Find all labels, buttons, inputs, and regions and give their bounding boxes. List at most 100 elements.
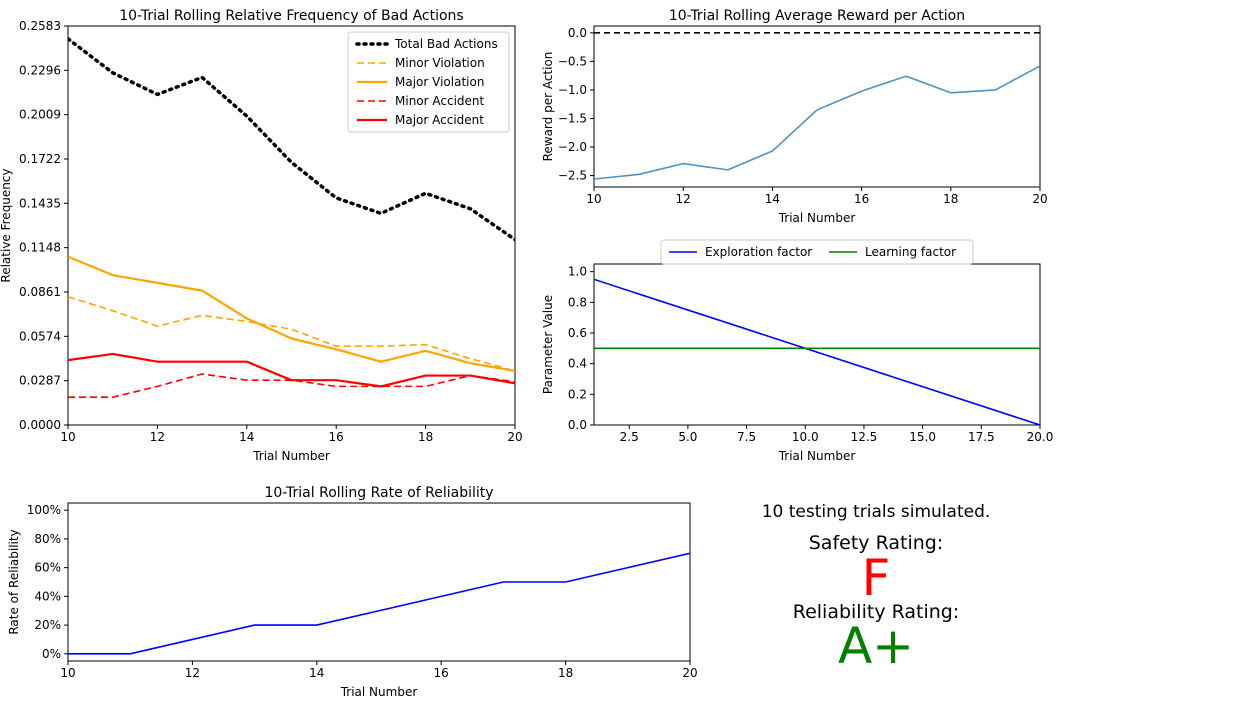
- chart-1: 10 12 14 16 18 20 0.0000 0.0287 0.0574 0.0861 0.11…: [0, 8, 523, 463]
- x-tick-label: 20: [507, 430, 522, 444]
- y-tick-label: −0.5: [558, 54, 587, 68]
- x-axis-label: Trial Number: [252, 449, 330, 463]
- safety-rating-label: Safety Rating:: [808, 532, 944, 554]
- y-tick-label: 0.0287: [19, 374, 61, 388]
- x-tick-label: 16: [434, 666, 449, 680]
- trials-simulated-text: 10 testing trials simulated.: [761, 502, 991, 522]
- plot-frame: [593, 263, 1041, 426]
- x-axis-label: Trial Number: [778, 211, 856, 225]
- chart-title: 10-Trial Rolling Average Reward per Acti…: [669, 8, 965, 24]
- y-tick-label: 0.2296: [19, 63, 61, 77]
- y-tick-label: 0.0861: [19, 285, 61, 299]
- legend-label: Major Accident: [395, 113, 484, 127]
- x-axis-label: Trial Number: [778, 449, 856, 463]
- x-axis-label: Trial Number: [340, 685, 418, 699]
- series-line-2: [68, 296, 515, 372]
- x-tick-label: 14: [239, 430, 254, 444]
- x-tick-label: 12: [185, 666, 200, 680]
- y-axis-label: Reward per Action: [541, 52, 555, 162]
- legend-label: Total Bad Actions: [394, 37, 498, 51]
- series-line-1: [68, 37, 515, 242]
- y-axis-label: Rate of Reliability: [7, 529, 21, 634]
- y-tick-label: 0.0: [568, 26, 587, 40]
- y-tick-label: 0.2009: [19, 108, 61, 122]
- legend-box: [660, 239, 974, 265]
- y-tick-label: −2.5: [558, 169, 587, 183]
- y-tick-label: 0.1435: [19, 196, 61, 210]
- y-tick-label: 20%: [34, 618, 61, 632]
- y-tick-label: 80%: [34, 532, 61, 546]
- plot-frame: [67, 502, 691, 662]
- chart-4: 10 12 14 16 18 20 0% 20% 40% 60% 80% 100% 10-Trial R…: [7, 485, 698, 699]
- reliability-rating-label: Reliability Rating:: [792, 601, 960, 623]
- legend-box: [347, 31, 510, 133]
- series-group: [594, 65, 1040, 180]
- y-tick-label: 0%: [42, 647, 61, 661]
- x-tick-label: 20: [1032, 192, 1047, 206]
- legend-label: Minor Accident: [395, 94, 485, 108]
- legend: Exploration factor Learning factor: [660, 239, 974, 265]
- y-axis-label: Relative Frequency: [0, 168, 13, 282]
- legend-label: Learning factor: [865, 245, 956, 259]
- x-tick-label: 18: [418, 430, 433, 444]
- y-tick-label: 0.2583: [19, 19, 61, 33]
- x-tick-label: 12: [150, 430, 165, 444]
- y-tick-label: 0.0: [568, 418, 587, 432]
- chart-2: 10 12 14 16 18 20 0.0 −0.5 −1.0 −1.5 −2.0 −2.5 10-Tr…: [541, 8, 1048, 225]
- x-tick-label: 2.5: [620, 430, 639, 444]
- series-line-4: [68, 373, 515, 399]
- safety-rating-grade: F: [861, 549, 891, 607]
- x-tick-label: 12.5: [851, 430, 878, 444]
- x-tick-label: 17.5: [968, 430, 995, 444]
- y-tick-label: −1.0: [558, 83, 587, 97]
- y-tick-label: 0.6: [568, 326, 587, 340]
- series-line-1: [68, 552, 690, 655]
- legend-label: Exploration factor: [705, 245, 812, 259]
- y-tick-label: 100%: [27, 503, 61, 517]
- series-group: [68, 37, 515, 399]
- y-tick-label: 0.1148: [19, 241, 61, 255]
- y-tick-label: 0.0574: [19, 329, 61, 343]
- x-tick-label: 20: [682, 666, 697, 680]
- x-tick-label: 5.0: [678, 430, 697, 444]
- series-group: [594, 278, 1040, 425]
- y-tick-label: 0.1722: [19, 152, 61, 166]
- x-tick-label: 10: [60, 666, 75, 680]
- legend-label: Major Violation: [395, 75, 484, 89]
- reliability-rating-grade: A+: [837, 617, 915, 675]
- y-tick-label: 0.2: [568, 387, 587, 401]
- legend: Total Bad Actions Minor Violation Major Vi…: [347, 31, 510, 133]
- plot-frame: [67, 25, 516, 426]
- series-line-1: [594, 65, 1040, 180]
- plot-frame: [593, 25, 1041, 188]
- y-axis-label: Parameter Value: [541, 295, 555, 394]
- series-line-3: [68, 255, 515, 373]
- chart-3: 2.5 5.0 7.5 10.0 12.5 15.0 17.5 20.0 0.0 0.2 0.4 0.…: [541, 239, 1054, 463]
- y-tick-label: −2.0: [558, 140, 587, 154]
- x-tick-label: 14: [309, 666, 324, 680]
- chart-title: 10-Trial Rolling Relative Frequency of B…: [119, 8, 463, 24]
- series-line-5: [68, 352, 515, 388]
- x-tick-label: 12: [676, 192, 691, 206]
- y-tick-label: −1.5: [558, 111, 587, 125]
- y-tick-label: 60%: [34, 561, 61, 575]
- x-tick-label: 18: [943, 192, 958, 206]
- series-line-1: [594, 278, 1040, 425]
- y-tick-label: 1.0: [568, 265, 587, 279]
- x-tick-label: 10.0: [792, 430, 819, 444]
- x-tick-label: 14: [765, 192, 780, 206]
- y-tick-label: 0.4: [568, 357, 587, 371]
- x-tick-label: 18: [558, 666, 573, 680]
- x-tick-label: 15.0: [909, 430, 936, 444]
- x-tick-label: 10: [586, 192, 601, 206]
- y-tick-label: 0.0000: [19, 418, 61, 432]
- x-tick-label: 16: [329, 430, 344, 444]
- legend-label: Minor Violation: [395, 56, 485, 70]
- series-group: [68, 552, 690, 655]
- x-tick-label: 20.0: [1027, 430, 1054, 444]
- y-tick-label: 0.8: [568, 295, 587, 309]
- chart-title: 10-Trial Rolling Rate of Reliability: [264, 485, 493, 501]
- x-tick-label: 7.5: [737, 430, 756, 444]
- x-tick-label: 16: [854, 192, 869, 206]
